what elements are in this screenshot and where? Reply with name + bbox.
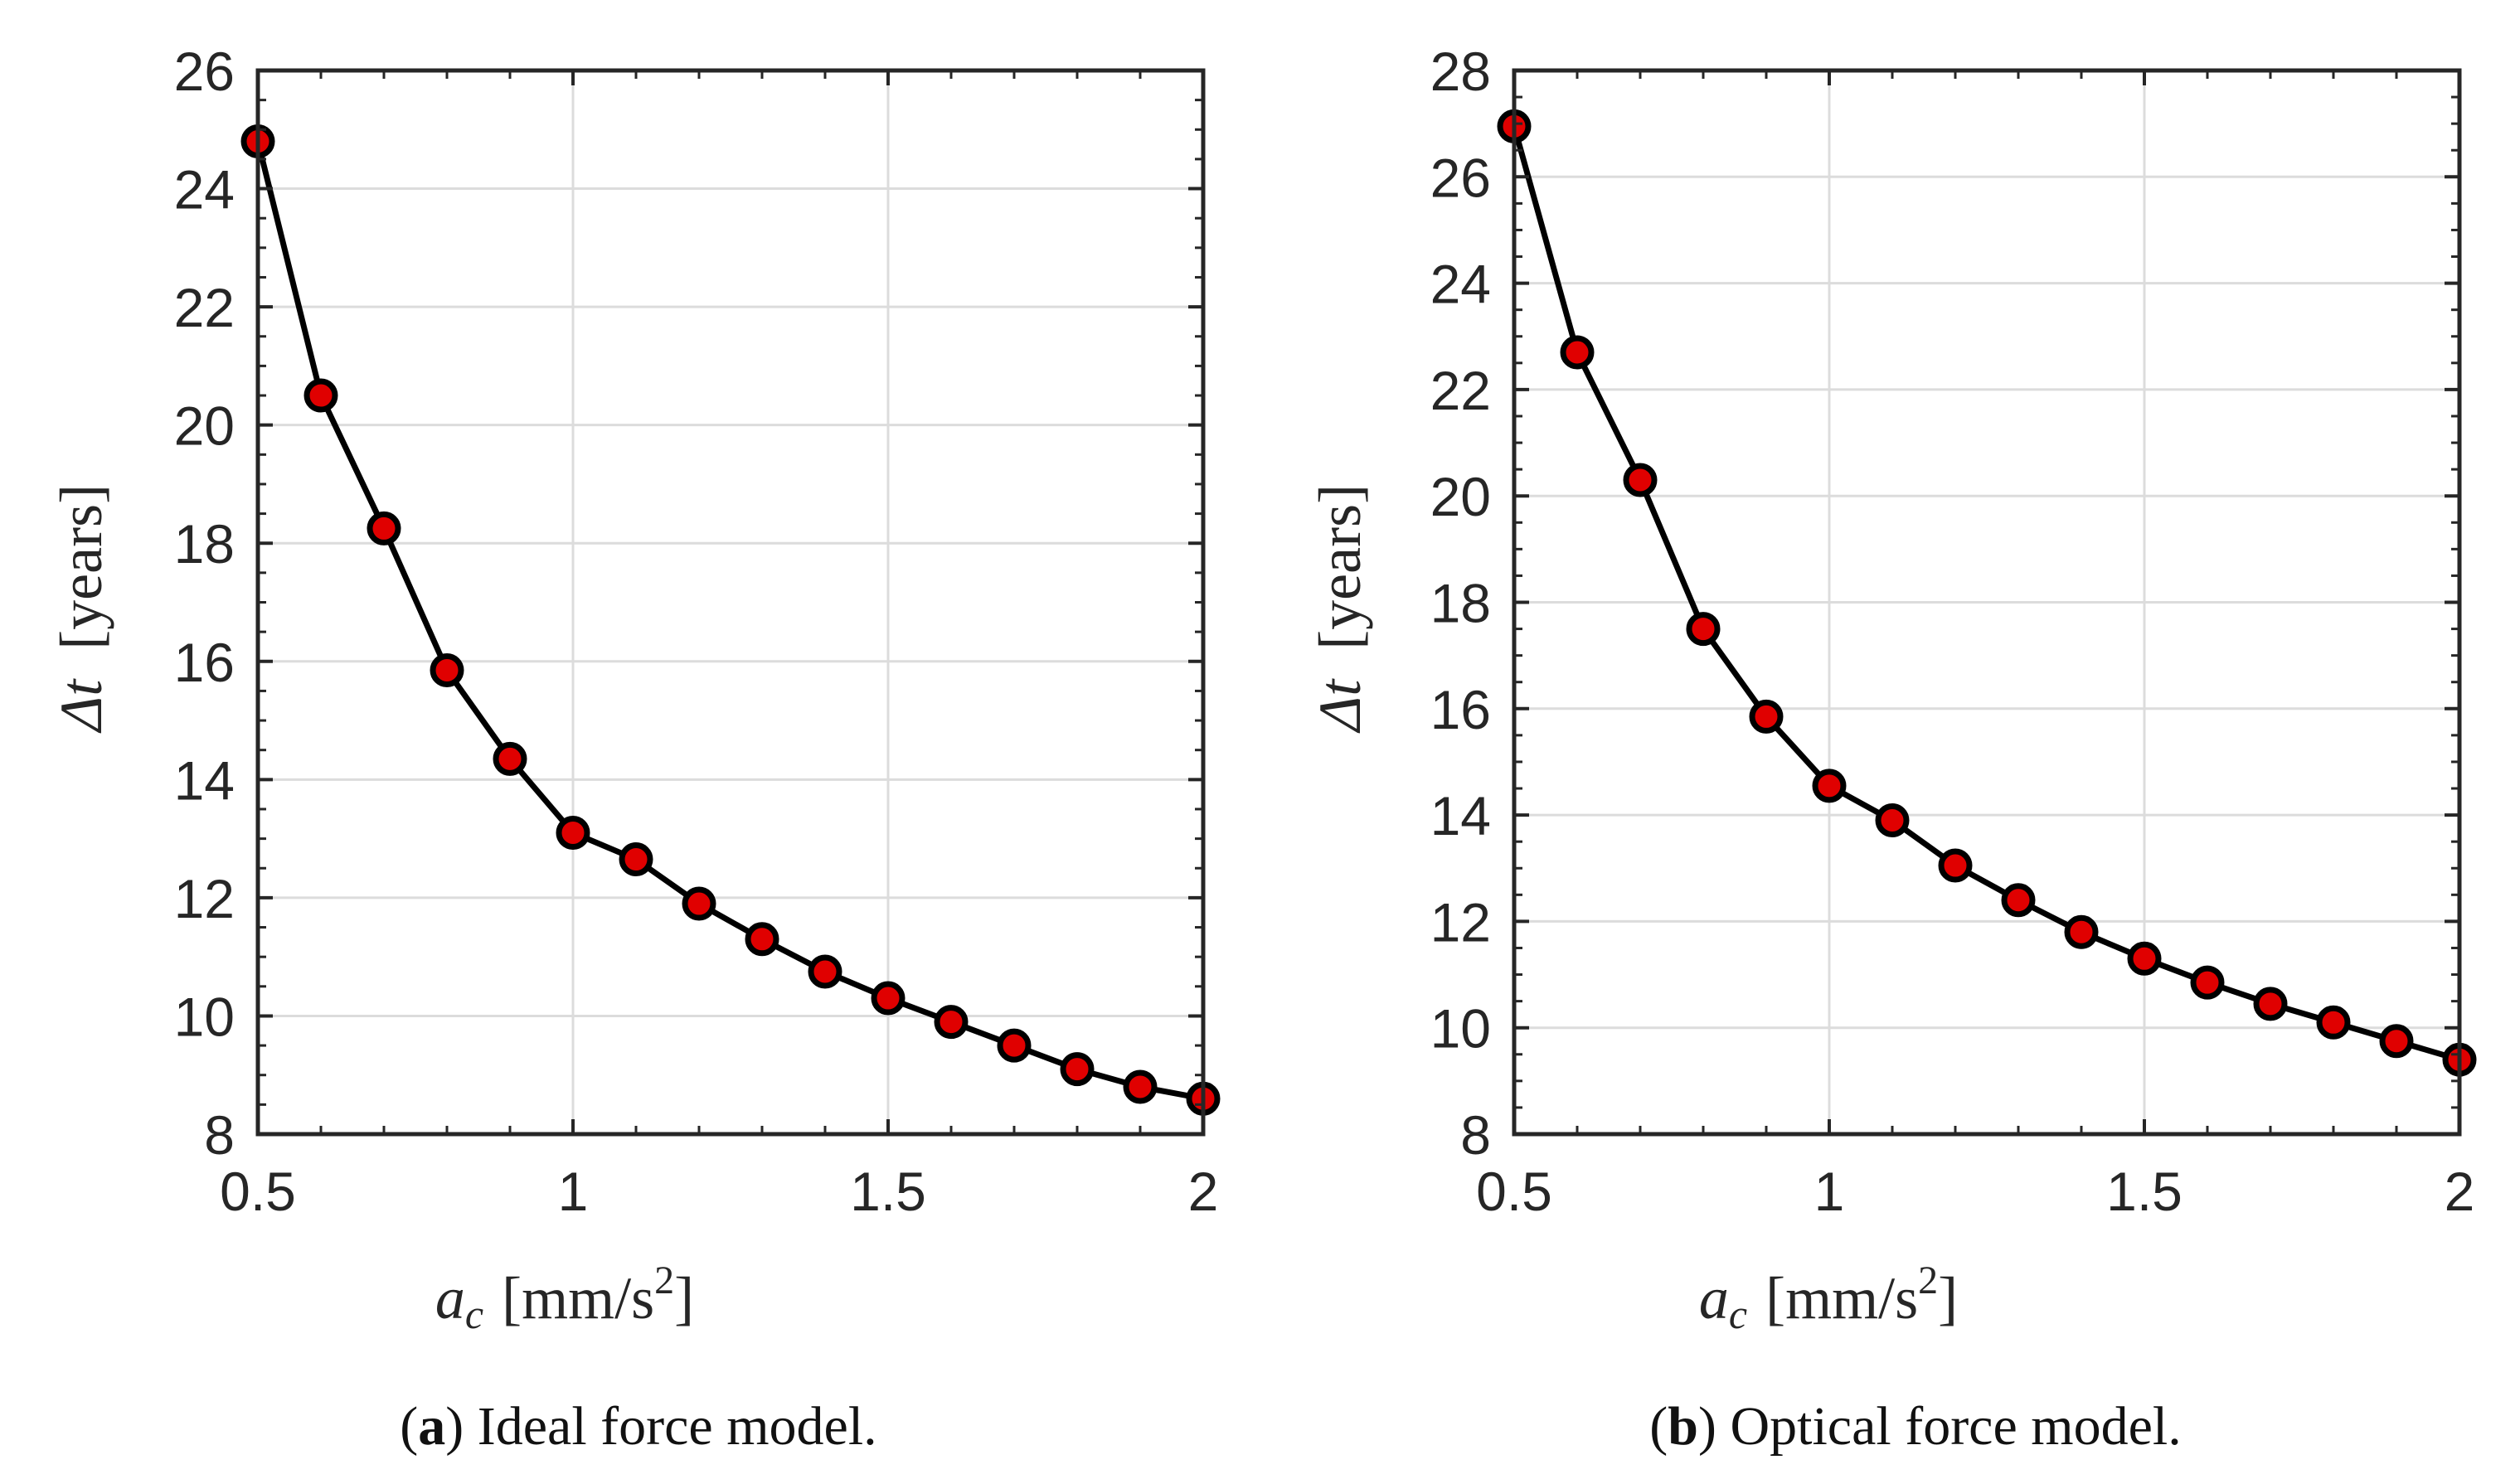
y-tick-label: 16 [1430, 679, 1491, 740]
data-point [1560, 335, 1595, 370]
data-point [2064, 914, 2099, 949]
ticks-a: 0.5 1 1.5 2 8 10 12 14 16 18 20 22 24 26 [174, 41, 1219, 1222]
grid-b [1512, 69, 2461, 1136]
data-point [808, 954, 842, 989]
markers-a [240, 124, 1221, 1116]
data-point [619, 842, 653, 877]
data-point [2253, 987, 2288, 1021]
series-line-a [255, 140, 1204, 1102]
data-point [2379, 1024, 2414, 1059]
y-axis-label-b: Δt [years] [1307, 484, 1373, 734]
x-tick-label: 1 [558, 1161, 589, 1222]
data-point [1686, 612, 1721, 647]
data-point [682, 886, 716, 921]
data-point [2127, 941, 2162, 976]
y-tick-label: 26 [174, 41, 235, 102]
y-tick-label: 22 [174, 277, 235, 338]
x-tick-label: 1 [1814, 1161, 1845, 1222]
x-tick-label: 0.5 [1476, 1161, 1552, 1222]
data-point [871, 981, 906, 1016]
caption-b: (b) Optical force model. [1649, 1396, 2181, 1457]
y-tick-label: 12 [174, 868, 235, 929]
y-tick-label: 12 [1430, 891, 1491, 953]
series-line-b [1511, 125, 2460, 1063]
caption-a: (a) Ideal force model. [400, 1396, 876, 1457]
y-tick-label: 18 [1430, 573, 1491, 634]
data-point [934, 1005, 969, 1040]
y-tick-label: 10 [1430, 998, 1491, 1060]
data-point [1749, 699, 1784, 734]
data-point [1875, 803, 1910, 838]
data-point [2190, 965, 2225, 1000]
data-point [2316, 1005, 2351, 1040]
data-point [745, 922, 779, 957]
y-tick-label: 14 [1430, 785, 1491, 846]
y-tick-label: 10 [174, 986, 235, 1047]
x-tick-label: 1.5 [2106, 1161, 2183, 1222]
y-tick-label: 22 [1430, 360, 1491, 421]
y-tick-label: 20 [1430, 466, 1491, 527]
y-tick-label: 24 [1430, 254, 1491, 315]
y-tick-label: 14 [174, 749, 235, 811]
data-point [1623, 463, 1658, 497]
y-tick-label: 20 [174, 395, 235, 457]
series-line [255, 140, 1204, 1102]
y-tick-label: 8 [1460, 1104, 1491, 1166]
x-tick-label: 1.5 [850, 1161, 926, 1222]
y-tick-label: 18 [174, 513, 235, 575]
data-point [303, 378, 338, 413]
data-point [1938, 848, 1973, 883]
y-tick-label: 28 [1430, 41, 1491, 102]
plot-frame-a [255, 68, 1206, 1137]
data-point [430, 652, 464, 687]
x-axis-label-b: ac [mm/s2] [1699, 1258, 1958, 1337]
data-point [997, 1028, 1032, 1063]
data-point [1123, 1069, 1158, 1104]
x-tick-label: 0.5 [220, 1161, 296, 1222]
y-tick-label: 16 [174, 632, 235, 693]
x-axis-label-a: ac [mm/s2] [435, 1258, 694, 1337]
y-tick-label: 24 [174, 159, 235, 221]
series-line [1511, 125, 2460, 1063]
data-point [367, 511, 401, 546]
y-tick-label: 26 [1430, 147, 1491, 208]
chart-panel-a: 0.5 1 1.5 2 8 10 12 14 16 18 20 22 24 26 Δt [years] a… [48, 41, 1221, 1457]
data-point [1812, 769, 1847, 803]
data-point [1060, 1052, 1095, 1087]
data-point [493, 741, 527, 776]
data-point [556, 815, 590, 850]
y-axis-label-a: Δt [years] [48, 484, 114, 734]
markers-b [1497, 109, 2477, 1077]
x-tick-label: 2 [2445, 1161, 2475, 1222]
grid-a [256, 69, 1205, 1136]
data-point [2001, 883, 2036, 918]
x-tick-label: 2 [1188, 1161, 1219, 1222]
y-tick-label: 8 [204, 1104, 235, 1166]
